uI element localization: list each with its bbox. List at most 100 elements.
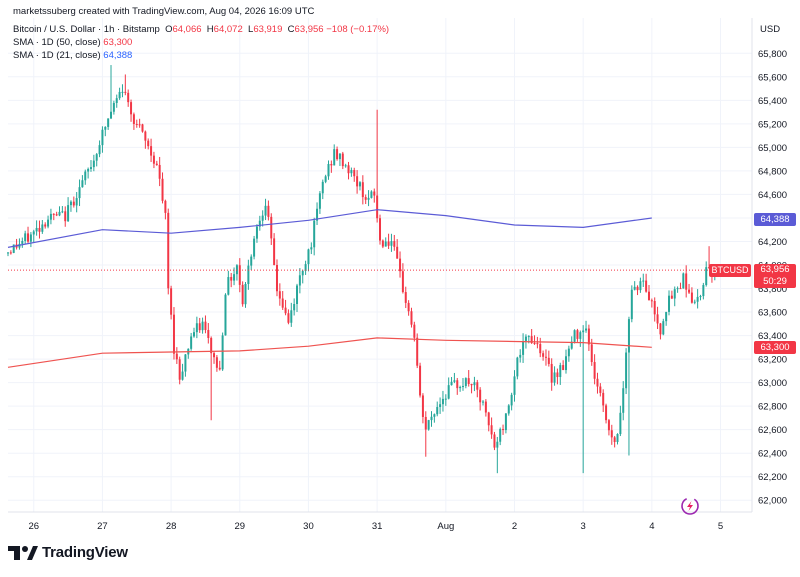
candle-body <box>579 332 582 339</box>
candle-body <box>278 291 281 299</box>
candle-body <box>12 244 15 253</box>
price-tick-label: 62,600 <box>758 425 787 436</box>
candle-body <box>376 195 379 219</box>
candle-body <box>238 265 241 285</box>
candle-body <box>399 258 402 272</box>
currency-label[interactable]: USD <box>760 24 781 35</box>
candle-body <box>273 238 276 265</box>
candle-body <box>253 238 256 257</box>
candle-body <box>204 321 207 330</box>
candle-body <box>373 191 376 196</box>
candle-body <box>210 337 213 354</box>
price-tick-label: 64,600 <box>758 190 787 201</box>
candle-body <box>184 354 187 372</box>
sma21-legend[interactable]: SMA · 1D (21, close) 64,388 <box>13 49 132 62</box>
candle-body <box>338 153 341 160</box>
candle-body <box>493 434 496 448</box>
candle-body <box>107 118 110 127</box>
candlesticks <box>6 65 716 474</box>
candle-body <box>593 362 596 379</box>
candle-body <box>587 328 590 345</box>
candle-body <box>150 146 153 156</box>
candle-body <box>167 212 170 289</box>
candle-body <box>510 394 513 406</box>
candle-body <box>439 404 442 408</box>
candle-body <box>699 296 702 298</box>
sma50-legend[interactable]: SMA · 1D (50, close) 63,300 <box>13 36 132 49</box>
price-axis-ticks[interactable]: 62,000 62,200 62,400 62,600 62,800 63,000 63,2… <box>758 49 787 507</box>
candle-body <box>118 91 121 99</box>
sma50-label: SMA · 1D (50, close) <box>13 37 101 48</box>
candle-body <box>178 359 181 380</box>
candle-body <box>218 367 221 370</box>
candle-body <box>92 160 95 168</box>
candle-body <box>158 164 161 179</box>
candle-body <box>98 145 101 155</box>
candle-body <box>453 380 456 382</box>
candle-body <box>639 281 642 291</box>
candle-body <box>127 92 130 103</box>
candle-body <box>264 205 267 216</box>
price-tick-label: 65,000 <box>758 143 787 154</box>
candle-body <box>585 328 588 331</box>
candle-body <box>473 382 476 386</box>
candle-body <box>476 382 479 390</box>
candle-body <box>424 416 427 430</box>
candle-body <box>513 376 516 395</box>
candle-body <box>410 311 413 325</box>
candle-body <box>310 247 313 250</box>
price-tick-label: 65,200 <box>758 119 787 130</box>
candle-body <box>78 187 81 199</box>
sma-lines <box>7 209 652 368</box>
candle-body <box>138 124 141 126</box>
candle-body <box>622 388 625 413</box>
candle-body <box>479 389 482 403</box>
candle-body <box>705 267 708 285</box>
candle-body <box>115 98 118 103</box>
candle-body <box>393 241 396 247</box>
candle-body <box>161 178 164 201</box>
symbol-tag: BTCUSD <box>709 264 751 277</box>
time-tick-label: 31 <box>372 521 383 532</box>
candle-body <box>627 319 630 353</box>
tradingview-logo[interactable]: TradingView <box>8 544 128 561</box>
candle-body <box>559 365 562 378</box>
candle-body <box>69 201 72 206</box>
price-change: −108 (−0.17%) <box>326 24 390 35</box>
candle-body <box>544 356 547 358</box>
candle-body <box>358 182 361 187</box>
sma50-price-tag: 63,300 <box>754 341 796 354</box>
candle-body <box>64 211 67 222</box>
candle-body <box>175 353 178 360</box>
candle-body <box>647 291 650 301</box>
candle-body <box>625 352 628 389</box>
candle-body <box>6 252 10 254</box>
candle-body <box>533 343 536 345</box>
candle-body <box>367 197 370 200</box>
time-axis-ticks[interactable]: 26 27 28 29 30 31 Aug 2 3 4 5 <box>28 521 723 532</box>
candle-body <box>504 413 507 431</box>
candle-body <box>87 168 90 172</box>
candle-body <box>662 321 665 335</box>
candle-body <box>564 356 568 371</box>
candle-body <box>502 429 505 431</box>
candle-body <box>401 271 404 293</box>
brand-name: TradingView <box>42 544 128 561</box>
symbol-legend[interactable]: Bitcoin / U.S. Dollar · 1h · Bitstamp O6… <box>13 23 389 36</box>
candle-body <box>702 284 705 297</box>
ohlc-close: C63,956 <box>287 24 324 35</box>
candle-body <box>370 191 373 198</box>
price-tick-label: 62,800 <box>758 402 787 413</box>
time-tick-label: 27 <box>97 521 108 532</box>
time-tick-label: 2 <box>512 521 517 532</box>
bolt-icon[interactable] <box>681 497 699 515</box>
chart-credit: marketssuberg created with TradingView.c… <box>13 6 315 17</box>
sma50-value: 63,300 <box>103 37 133 48</box>
candle-body <box>527 336 530 338</box>
candle-body <box>467 378 470 384</box>
candle-body <box>213 353 216 358</box>
candle-body <box>390 241 393 246</box>
candle-body <box>487 412 490 426</box>
candle-body <box>32 231 35 235</box>
